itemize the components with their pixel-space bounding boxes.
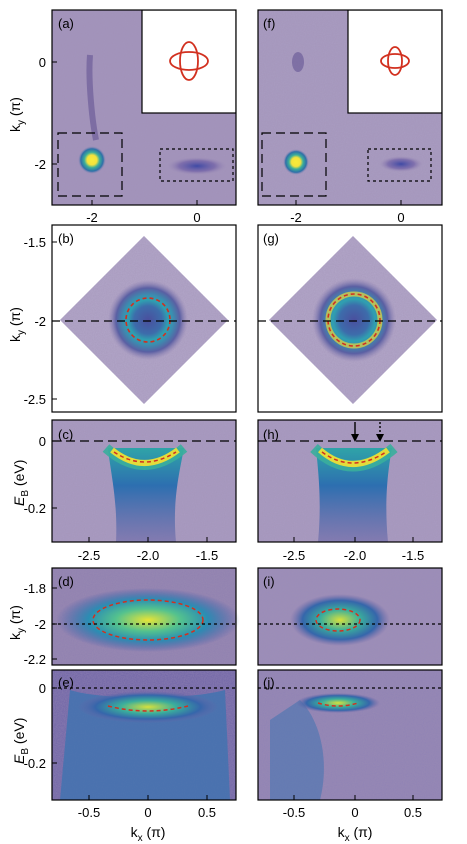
panel-label-a: (a) — [58, 16, 74, 31]
tick-b-y-0: -1.5 — [24, 235, 46, 250]
tick-c-y-1: -0.2 — [24, 501, 46, 516]
tick-a-x-0: -2 — [86, 210, 98, 225]
tick-b-y-1: -2 — [34, 314, 46, 329]
svg-text:ky (π): ky (π) — [7, 307, 27, 342]
panel-label-j: (j) — [263, 675, 275, 690]
ring-pocket-g — [312, 278, 396, 362]
intensity-blob-d — [56, 588, 240, 652]
ylabel-c: EB (eV) — [11, 460, 31, 506]
tick-d-y-2: -2.2 — [24, 652, 46, 667]
tick-f-x-0: -2 — [290, 210, 302, 225]
intensity-blob-i — [290, 594, 390, 646]
tick-a-x-1: 0 — [193, 210, 200, 225]
inset-f — [347, 10, 442, 114]
svg-text:ky (π): ky (π) — [7, 97, 27, 132]
tick-e-y-0: 0 — [39, 681, 46, 696]
tick-b-y-2: -2.5 — [24, 392, 46, 407]
tick-d-y-0: -1.8 — [24, 581, 46, 596]
panel-label-e: (e) — [58, 675, 74, 690]
ylabel-b: ky (π) — [7, 307, 27, 342]
tick-h-x-0: -2.5 — [283, 548, 305, 563]
ylabel-a: ky (π) — [7, 97, 27, 132]
dispersion-band-c — [108, 448, 184, 542]
tick-c-y-0: 0 — [39, 434, 46, 449]
dotted-box-a — [159, 148, 234, 182]
panel-label-f: (f) — [263, 16, 275, 31]
tick-f-x-1: 0 — [397, 210, 404, 225]
tick-a-y-0: 0 — [39, 55, 46, 70]
inset-a — [141, 10, 236, 114]
ring-pocket-b — [108, 280, 188, 360]
ylabel-e: EB (eV) — [11, 718, 31, 764]
tick-h-x-2: -1.5 — [402, 548, 424, 563]
intensity-band-j — [296, 693, 380, 713]
panel-label-h: (h) — [263, 427, 279, 442]
panel-d: (d) -1.8 -2 -2.2 ky (π) — [7, 567, 240, 667]
panel-c: (c) 0 -0.2 -2.5 -2.0 -1.5 EB (eV) — [11, 419, 237, 563]
tick-j-x-0: -0.5 — [283, 805, 305, 820]
intensity-band-e — [78, 691, 218, 723]
panel-f: (f) -2 0 — [257, 9, 443, 225]
tick-j-x-2: 0.5 — [404, 805, 422, 820]
xlabel-e: kx (π) — [131, 824, 166, 844]
panel-g: (g) — [257, 224, 443, 413]
tick-c-x-0: -2.5 — [78, 548, 100, 563]
tick-e-x-0: -0.5 — [78, 805, 100, 820]
panel-label-c: (c) — [58, 427, 73, 442]
tick-e-y-1: -0.2 — [24, 756, 46, 771]
dispersion-band-h — [316, 448, 392, 542]
ylabel-d: ky (π) — [7, 605, 27, 640]
tick-h-x-1: -2.0 — [344, 548, 366, 563]
hole-pocket-spot — [78, 146, 106, 174]
panel-h: (h) -2.5 -2.0 -1.5 — [257, 419, 443, 563]
panel-j: (j) -0.5 0 0.5 kx (π) — [257, 669, 443, 844]
panel-label-i: (i) — [263, 574, 275, 589]
tick-c-x-2: -1.5 — [196, 548, 218, 563]
svg-text:ky (π): ky (π) — [7, 605, 27, 640]
panel-b: (b) -1.5 -2 -2.5 ky (π) — [7, 224, 237, 413]
panel-a: (a) 0 -2 -2 0 ky (π) — [7, 9, 237, 225]
dashed-box-a — [57, 132, 123, 197]
tick-d-y-1: -2 — [34, 617, 46, 632]
tick-e-x-1: 0 — [144, 805, 151, 820]
svg-text:EB (eV): EB (eV) — [11, 460, 31, 506]
tick-c-x-1: -2.0 — [137, 548, 159, 563]
electron-pocket-spot — [167, 157, 227, 175]
panel-i: (i) — [257, 567, 443, 666]
panel-e: (e) 0 -0.2 -0.5 0 0.5 EB (eV) kx (π) — [11, 669, 237, 844]
panel-label-d: (d) — [58, 574, 74, 589]
tick-e-x-2: 0.5 — [198, 805, 216, 820]
panel-label-b: (b) — [58, 231, 74, 246]
svg-text:EB (eV): EB (eV) — [11, 718, 31, 764]
tick-a-y-1: -2 — [34, 157, 46, 172]
xlabel-j: kx (π) — [338, 824, 373, 844]
panel-label-g: (g) — [263, 231, 279, 246]
tick-j-x-1: 0 — [351, 805, 358, 820]
